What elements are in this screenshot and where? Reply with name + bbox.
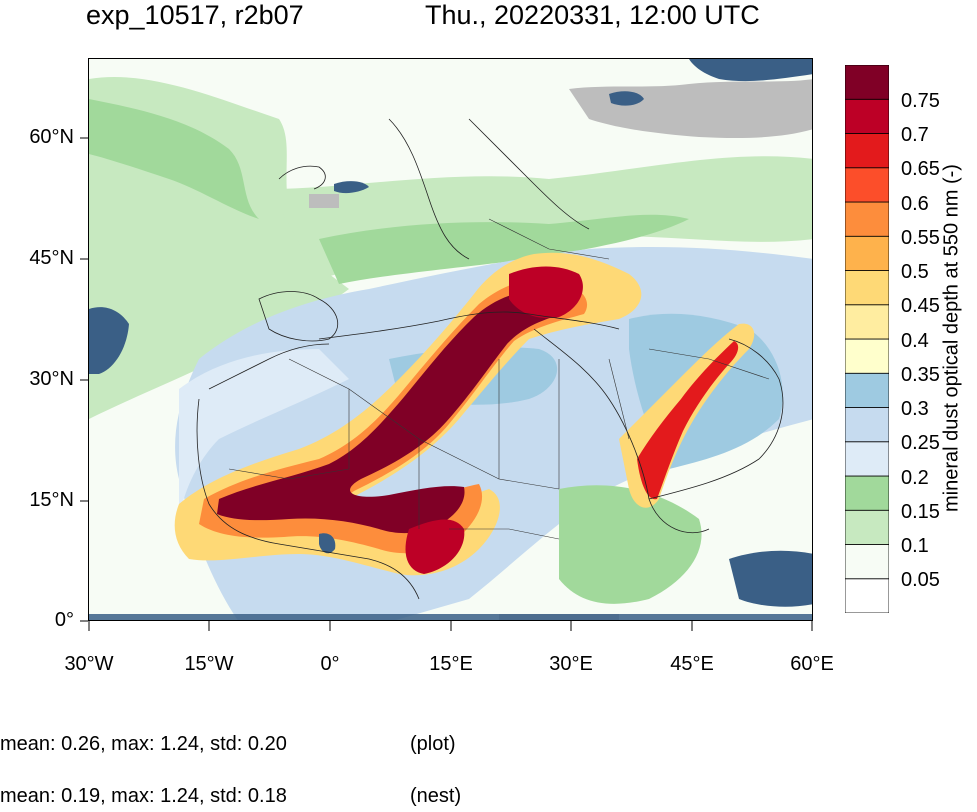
colorbar-swatch — [845, 441, 889, 477]
lon-label-45e: 45°E — [670, 653, 714, 675]
colorbar-label: 0.4 — [901, 330, 929, 352]
lon-label-15w: 15°W — [184, 653, 234, 675]
colorbar-swatch — [845, 167, 889, 203]
ocean-patch-barents — [689, 59, 812, 82]
colorbar-label: 0.15 — [901, 501, 940, 523]
lon-label-0: 0° — [320, 653, 340, 675]
colorbar-label: 0.6 — [901, 193, 929, 215]
lat-ticks — [80, 137, 88, 622]
colorbar-swatch — [845, 578, 889, 613]
lat-label-30n: 30°N — [29, 368, 74, 390]
colorbar-swatch — [845, 270, 889, 306]
colorbar — [845, 65, 889, 613]
colorbar-label: 0.35 — [901, 364, 940, 386]
colorbar-label: 0.5 — [901, 261, 929, 283]
country-borders — [228, 218, 770, 540]
lon-label-60e: 60°E — [790, 653, 834, 675]
plot-title-datetime: Thu., 20220331, 12:00 UTC — [425, 0, 760, 30]
north-africa-lightblue — [179, 349, 349, 519]
colorbar-swatch — [845, 509, 889, 545]
coastlines — [196, 118, 784, 600]
lon-label-30e: 30°E — [549, 653, 593, 675]
lat-label-0: 0° — [54, 609, 74, 631]
colorbar-swatch — [845, 235, 889, 271]
colorbar-label: 0.55 — [901, 227, 940, 249]
colorbar-label: 0.1 — [901, 535, 929, 557]
stats-nest-tag: (nest) — [410, 785, 462, 807]
ocean-strip-south — [89, 614, 812, 620]
lon-label-15e: 15°E — [429, 653, 473, 675]
nigeria-plume — [405, 519, 465, 574]
lat-label-15n: 15°N — [29, 489, 74, 511]
stats-nest-line: mean: 0.19, max: 1.24, std: 0.18 — [0, 785, 287, 807]
colorbar-swatch — [845, 98, 889, 134]
ocean-patch-gulf-guinea — [729, 550, 812, 607]
colorbar-swatch — [845, 304, 889, 340]
colorbar-swatch — [845, 338, 889, 374]
east-africa-green — [559, 485, 702, 604]
colorbar-label: 0.05 — [901, 569, 940, 591]
colorbar-label: 0.2 — [901, 467, 929, 489]
lat-label-45n: 45°N — [29, 247, 74, 269]
colorbar-label: 0.7 — [901, 124, 929, 146]
stats-plot-line: mean: 0.26, max: 1.24, std: 0.20 — [0, 733, 287, 755]
colorbar-label: 0.65 — [901, 158, 940, 180]
ocean-patch-iberia-west — [89, 307, 129, 374]
map-panel — [88, 58, 813, 621]
europe-green-dark — [319, 214, 689, 284]
colorbar-swatch — [845, 544, 889, 580]
lat-label-60n: 60°N — [29, 126, 74, 148]
atlantic-green-band-north — [89, 99, 259, 219]
arabia-plume-core — [637, 341, 739, 500]
lon-ticks — [88, 621, 813, 631]
dust-plume-core — [217, 290, 564, 534]
dust-map — [89, 59, 812, 620]
ocean-patch-lake-volta — [319, 533, 336, 554]
colorbar-swatch — [845, 407, 889, 443]
colorbar-swatch — [845, 372, 889, 408]
colorbar-label: 0.3 — [901, 398, 929, 420]
colorbar-label: 0.75 — [901, 90, 940, 112]
colorbar-swatch — [845, 65, 889, 100]
colorbar-label: 0.25 — [901, 432, 940, 454]
colorbar-swatch — [845, 133, 889, 169]
stats-plot-tag: (plot) — [410, 733, 456, 755]
plot-title-experiment: exp_10517, r2b07 — [86, 0, 304, 30]
colorbar-title: mineral dust optical depth at 550 nm (-) — [940, 164, 963, 512]
ocean-patch-black-sea — [609, 91, 644, 106]
colorbar-swatch — [845, 201, 889, 237]
colorbar-label: 0.45 — [901, 295, 940, 317]
lon-label-30w: 30°W — [64, 653, 114, 675]
missing-data-uk — [309, 194, 339, 208]
ocean-patch-baltic — [334, 181, 369, 194]
colorbar-swatch — [845, 475, 889, 511]
greece-turkey-core — [509, 266, 583, 319]
